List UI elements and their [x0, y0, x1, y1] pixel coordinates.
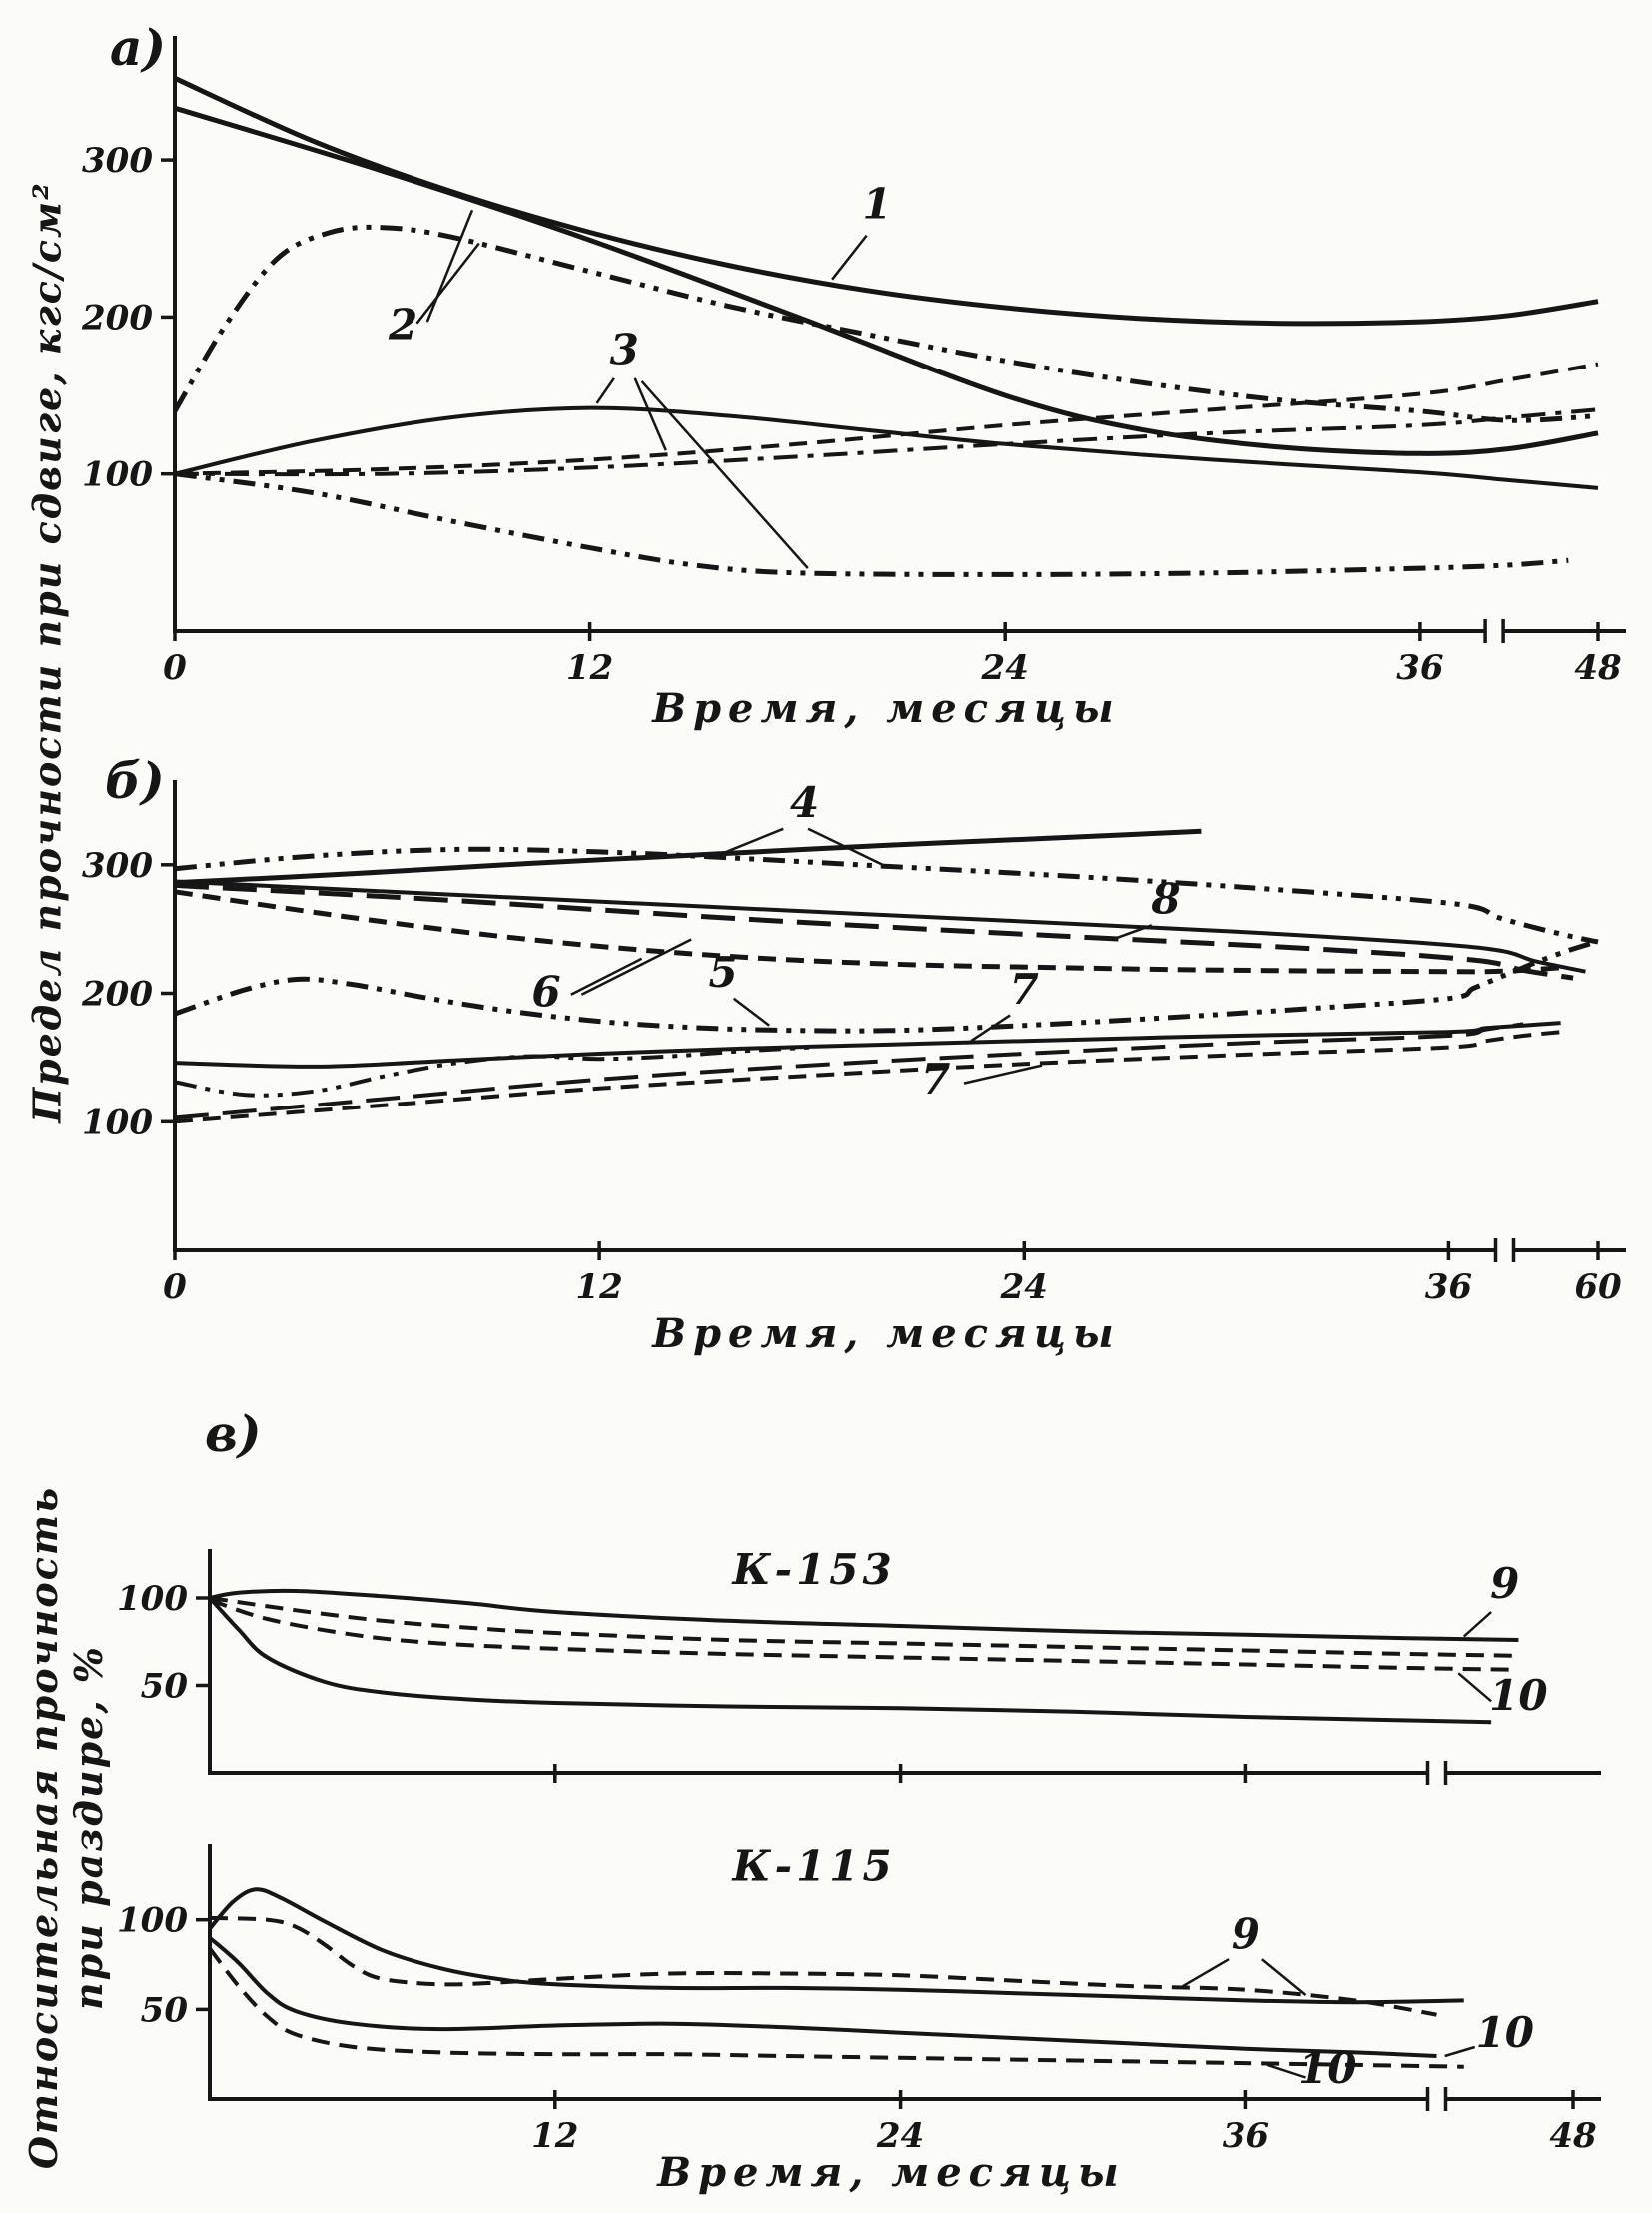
series-curve-7-dashed: [174, 1030, 1561, 1124]
y-tick-label: 200: [81, 975, 153, 1015]
x-axis-label-a: Время, месяцы: [652, 685, 1121, 732]
chart-title-k153: К-153: [731, 1545, 895, 1594]
leader-line: [831, 234, 868, 281]
y-tick-label: 50: [141, 1667, 189, 1707]
leader-line: [1462, 1611, 1492, 1638]
series-curve-3-solid: [174, 405, 1599, 490]
series-curve-3-dashed: [174, 362, 1599, 476]
x-tick-label: 36: [1223, 2116, 1269, 2156]
y-tick-label: 100: [117, 1579, 188, 1619]
series-curve-10-dashed: [208, 1947, 1464, 2069]
curve-label-3: 3: [610, 326, 639, 374]
leader-line: [595, 377, 615, 404]
leader-line: [640, 380, 809, 569]
series-curve-10-solid: [208, 1936, 1437, 2058]
series-curve-left-bumps: [174, 1045, 812, 1098]
x-tick-label: 0: [163, 1267, 187, 1307]
x-tick-label: 48: [1574, 648, 1621, 688]
leader-line: [807, 827, 884, 866]
series-curve-9-solid: [208, 1887, 1464, 2005]
series-curve-9-dashed: [209, 1915, 1437, 2017]
panel-v-k153-chart: 50 100 9 10 К-153: [117, 1545, 1601, 1785]
curve-label-4: 4: [790, 778, 819, 827]
curve-label-7: 7: [921, 1055, 950, 1104]
y-tick-label: 300: [82, 846, 153, 886]
x-tick-label: 24: [1000, 1267, 1048, 1307]
leader-line: [570, 957, 643, 996]
x-tick-label: 60: [1574, 1267, 1622, 1307]
panel-b-chart: 100 200 300 0 12 24 36 60 4 8 6 5 7 7: [81, 778, 1626, 1307]
leader-line: [1457, 1672, 1492, 1703]
x-tick-label: 36: [1425, 1267, 1472, 1307]
series-curve-steep-solid: [174, 105, 1599, 456]
leader-line: [415, 242, 480, 325]
y-tick-label: 100: [82, 455, 153, 495]
leader-line: [1115, 924, 1153, 940]
x-tick-label: 12: [531, 2116, 578, 2156]
panel-b-letter: б): [105, 751, 165, 810]
x-tick-label: 48: [1549, 2116, 1596, 2156]
axis-break-gap: [1427, 2095, 1446, 2103]
leader-line: [963, 1064, 1043, 1085]
panel-a-letter: а): [110, 18, 167, 77]
leader-line: [970, 1014, 1011, 1043]
curve-label-10: 10: [1476, 2008, 1534, 2057]
leader-line: [722, 827, 784, 855]
y-tick-label: 300: [82, 141, 153, 181]
series-curve-10-solid: [208, 1596, 1492, 1725]
series-curve-dashed-upper: [209, 1596, 1519, 1658]
curve-label-6: 6: [531, 967, 560, 1016]
curve-label-5: 5: [708, 948, 737, 997]
leader-line: [580, 938, 692, 996]
series-curve-2: [172, 224, 1599, 423]
leader-line: [1261, 1958, 1307, 1996]
series-curve-3-low: [174, 471, 1569, 577]
leader-line: [633, 377, 667, 451]
panel-v-k115-chart: 50 100 12 24 36 48 9 10 10 К-115: [117, 1842, 1601, 2156]
series-curve-4-dashdotdot: [174, 846, 1599, 945]
x-tick-label: 24: [981, 648, 1029, 688]
curve-label-10: 10: [1489, 1671, 1547, 1720]
series-curve-6-dashed: [174, 889, 1561, 975]
chart-title-k115: К-115: [731, 1842, 895, 1890]
leader-line: [1444, 2045, 1476, 2058]
y-tick-label: 200: [81, 298, 153, 338]
y-tick-label: 100: [117, 1901, 188, 1941]
leader-line: [425, 209, 474, 323]
curve-label-9: 9: [1232, 1909, 1260, 1958]
curve-label-1: 1: [862, 179, 891, 228]
series-curve-7-longdash: [174, 1022, 1524, 1120]
curve-label-2: 2: [388, 300, 417, 349]
y-tick-label: 50: [141, 1990, 189, 2030]
series-curve-6-solid-decline: [174, 879, 1586, 974]
x-axis-label-b: Время, месяцы: [652, 1310, 1121, 1357]
panel-v-letter: в): [205, 1404, 262, 1463]
x-tick-label: 36: [1396, 648, 1443, 688]
curve-label-9: 9: [1490, 1559, 1519, 1608]
series-curve-dashed-lower: [209, 1597, 1519, 1672]
series-curve-9-solid: [209, 1588, 1519, 1642]
curve-label-8: 8: [1150, 875, 1180, 924]
series-curve-8-longdash: [174, 882, 1574, 981]
axis-break-gap: [1495, 1246, 1514, 1254]
leader-line: [732, 997, 770, 1027]
x-axis-label-v: Время, месяцы: [657, 2149, 1126, 2196]
curve-label-10: 10: [1298, 2044, 1356, 2093]
curve-label-7: 7: [1010, 965, 1039, 1014]
x-tick-label: 24: [876, 2116, 924, 2156]
leader-line: [1266, 2063, 1306, 2079]
series-curve-3-dashdot: [174, 407, 1599, 477]
leader-line: [1182, 1958, 1230, 1988]
series-curve-5-dashdotdot: [174, 940, 1593, 1034]
x-tick-label: 12: [566, 648, 613, 688]
x-tick-label: 0: [163, 648, 187, 688]
y-tick-label: 100: [82, 1103, 153, 1142]
axis-break-gap: [1485, 627, 1504, 635]
x-tick-label: 12: [575, 1267, 622, 1307]
axis-break-gap: [1427, 1769, 1446, 1777]
